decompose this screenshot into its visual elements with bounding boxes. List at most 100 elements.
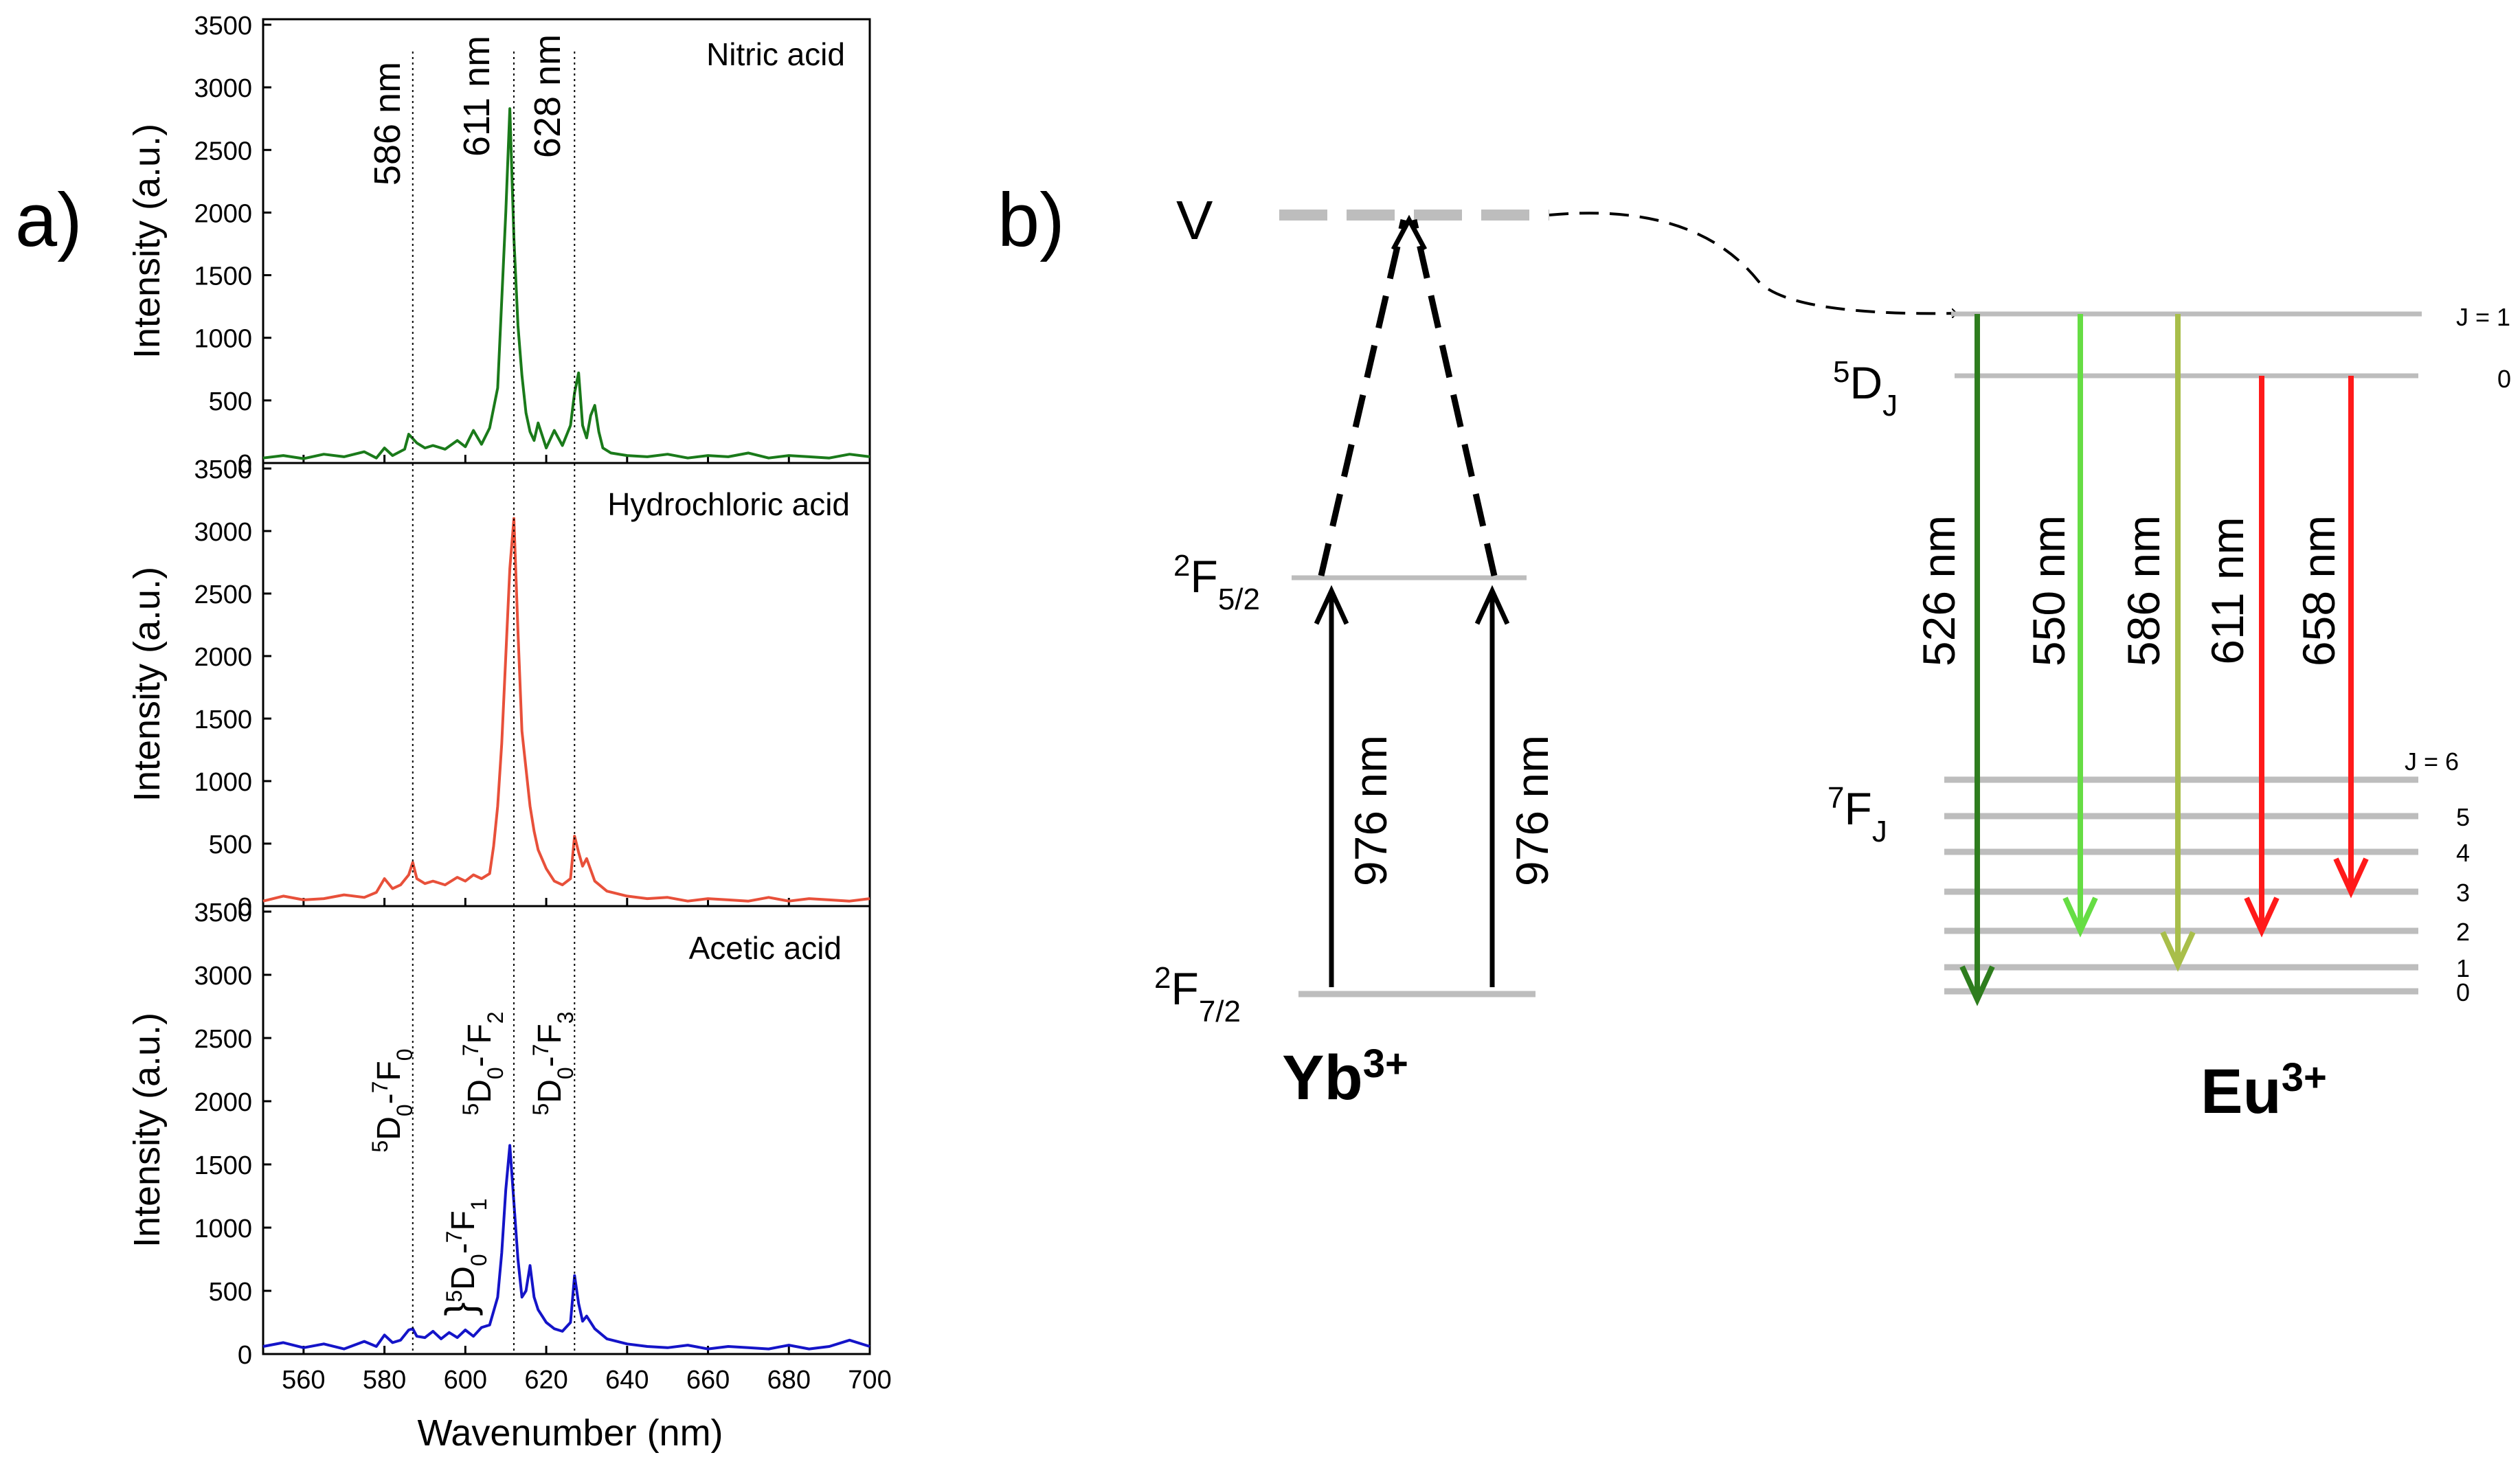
y-tick-labels: 0 500 1000 1500 2000 2500 3000 3500 <box>194 455 271 922</box>
y-tick-labels: 0 500 1000 1500 2000 2500 3000 3500 <box>194 12 271 479</box>
y-tick-labels: 0 500 1000 1500 2000 2500 3000 3500 <box>194 899 271 1370</box>
transition-label-f1: }5D0-7F1 <box>437 1198 491 1316</box>
eu-lower-levels: J = 6 5 4 3 2 10 <box>1944 747 2470 1006</box>
eu-lower-level-label: 3 <box>2456 879 2470 907</box>
y-tick-label: 2500 <box>194 1025 252 1054</box>
emission-arrow: 611 nm <box>2202 376 2280 938</box>
svg-text:}5D0-7F1: }5D0-7F1 <box>437 1198 491 1316</box>
chart-title: Acetic acid <box>689 930 842 966</box>
svg-text:5D0-7F3: 5D0-7F3 <box>528 1011 578 1115</box>
spectrum-line <box>262 107 870 460</box>
spectrum-line <box>262 1144 870 1351</box>
x-tick-labels: 560 580 600 620 640 660 680 700 <box>282 1346 892 1395</box>
spectrum-panel-nitric: 0 500 1000 1500 2000 2500 3000 3500 Nitric acid… <box>126 12 871 479</box>
transition-label-f3: 5D0-7F3 <box>528 1011 578 1115</box>
y-tick-label: 2000 <box>194 199 252 228</box>
x-tick-label: 700 <box>848 1366 891 1395</box>
spectrum-series <box>262 107 870 463</box>
svg-text:5D0-7F2: 5D0-7F2 <box>458 1011 508 1115</box>
spectrum-panel-acetic: 0 500 1000 1500 2000 2500 3000 3500 560 580 600 62… <box>126 899 892 1454</box>
y-tick-label: 2000 <box>194 643 252 672</box>
y-tick-label: 0 <box>238 893 252 922</box>
x-tick-label: 660 <box>686 1366 730 1395</box>
emission-arrowhead <box>2160 931 2196 972</box>
eu-lower-level-label: J = 6 <box>2405 747 2459 776</box>
energy-transfer-curve <box>1549 212 1957 313</box>
x-tick-label: 620 <box>524 1366 567 1395</box>
pump-label-left: 976 nm <box>1345 735 1396 886</box>
reference-lines <box>412 52 576 1354</box>
x-tick-label: 640 <box>605 1366 649 1395</box>
y-tick-label: 1000 <box>194 1215 252 1243</box>
eu-upper-level-label: J = 1 <box>2456 303 2510 331</box>
y-tick-label: 1000 <box>194 325 252 354</box>
eu-lower-level-label: 2 <box>2456 918 2470 946</box>
y-tick-label: 0 <box>238 1341 252 1370</box>
panel-a-label: a) <box>15 178 82 262</box>
y-tick-label: 3500 <box>194 899 252 927</box>
pump-arrow-left: 976 nm <box>1314 585 1396 987</box>
eu-upper-level-label: 0 <box>2497 365 2511 393</box>
spectrum-series <box>262 517 870 906</box>
eu-emission-arrows: 526 nm 550 nm 586 nm 611 nm 658 nm <box>1913 314 2369 1006</box>
plot-frame <box>262 462 871 907</box>
yb-ion-label: Yb3+ <box>1282 1041 1408 1114</box>
eu-upper-levels: J = 1 0 <box>1951 303 2511 393</box>
y-tick-label: 1500 <box>194 706 252 734</box>
spectrum-series <box>262 1144 870 1351</box>
eu-lower-manifold-label: 7FJ <box>1827 781 1887 848</box>
yb-dashed-right <box>1410 219 1498 576</box>
y-tick-label: 1500 <box>194 1151 252 1180</box>
eu-lower-level-label: 5 <box>2456 803 2470 831</box>
emission-arrow: 658 nm <box>2293 376 2369 899</box>
chart-title: Hydrochloric acid <box>607 486 850 522</box>
eu-lower-level-label: 1 <box>2456 954 2470 982</box>
transition-label-f0: 5D0-7F0 <box>368 1048 417 1152</box>
y-tick-label: 0 <box>238 450 252 479</box>
eu-lower-level-label: 0 <box>2456 978 2470 1006</box>
yb-lower-level-label: 2F7/2 <box>1154 961 1241 1028</box>
pump-arrow-right: 976 nm <box>1474 585 1557 987</box>
x-tick-label: 600 <box>444 1366 487 1395</box>
energy-diagram: V 2F5/2 2F7/2 976 nm 976 nm Yb3+ J = 10 … <box>1154 190 2511 1127</box>
plot-frame <box>262 905 871 1355</box>
emission-label: 658 nm <box>2293 515 2344 666</box>
emission-label: 611 nm <box>2202 517 2253 664</box>
spectrum-line <box>262 517 870 903</box>
y-tick-label: 2000 <box>194 1088 252 1117</box>
peak-label-586: 586 nm <box>367 62 408 185</box>
emission-label: 526 nm <box>1913 515 1964 666</box>
y-tick-label: 3000 <box>194 962 252 991</box>
virtual-level-label: V <box>1176 190 1213 251</box>
eu-ion-label: Eu3+ <box>2201 1055 2327 1127</box>
peak-label-628: 628 nm <box>527 34 568 158</box>
emission-arrowhead <box>2062 896 2098 938</box>
emission-label: 586 nm <box>2118 515 2169 666</box>
y-axis-label: Intensity (a.u.) <box>126 1013 168 1248</box>
y-tick-label: 2500 <box>194 137 252 166</box>
transition-label-f2: 5D0-7F2 <box>458 1011 508 1115</box>
pump-label-right: 976 nm <box>1507 735 1557 886</box>
emission-arrowhead <box>2244 896 2280 938</box>
y-tick-label: 3000 <box>194 518 252 547</box>
x-tick-label: 580 <box>363 1366 406 1395</box>
spectrum-panel-hydrochloric: 0 500 1000 1500 2000 2500 3000 3500 Hydrochlori… <box>126 455 871 922</box>
y-tick-label: 3000 <box>194 74 252 103</box>
y-tick-label: 500 <box>209 831 252 859</box>
emission-arrow: 586 nm <box>2118 314 2196 972</box>
y-tick-label: 500 <box>209 387 252 416</box>
y-tick-label: 3500 <box>194 12 252 41</box>
y-axis-label: Intensity (a.u.) <box>126 567 168 802</box>
yb-upper-level-label: 2F5/2 <box>1173 549 1260 616</box>
y-axis-label: Intensity (a.u.) <box>126 124 168 359</box>
chart-title: Nitric acid <box>706 36 845 72</box>
eu-upper-manifold-label: 5DJ <box>1833 355 1898 422</box>
svg-text:5D0-7F0: 5D0-7F0 <box>368 1048 417 1152</box>
y-tick-label: 1500 <box>194 262 252 291</box>
eu-lower-level-label: 4 <box>2456 839 2470 867</box>
yb-dashed-arrowhead <box>1391 214 1428 251</box>
emission-arrowhead <box>2333 857 2369 899</box>
emission-arrow: 550 nm <box>2023 314 2098 938</box>
x-tick-label: 680 <box>767 1366 811 1395</box>
